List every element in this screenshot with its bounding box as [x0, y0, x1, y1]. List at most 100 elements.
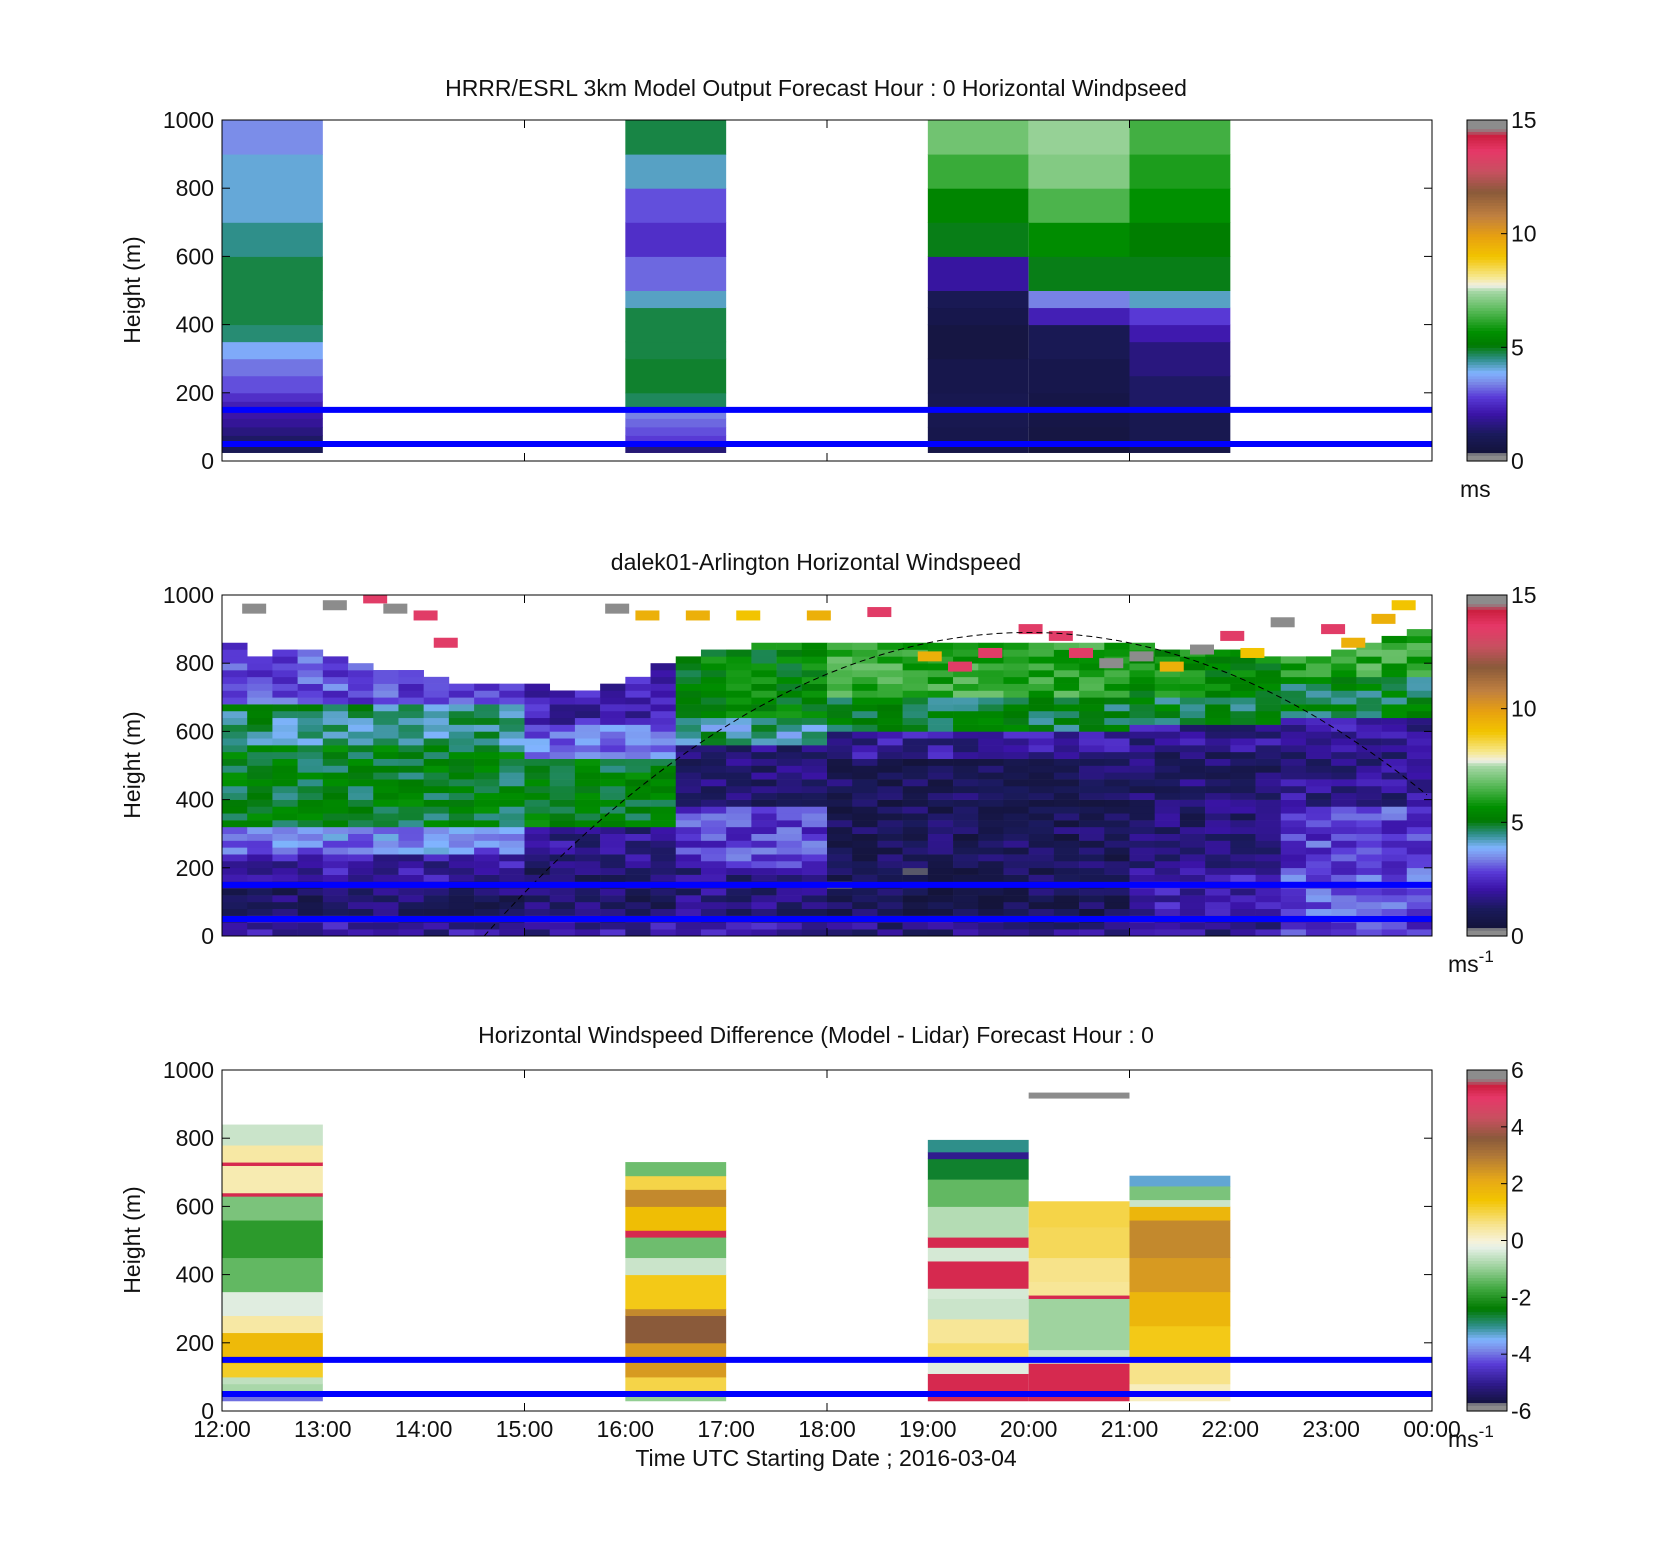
heatmap-cell — [1255, 704, 1282, 712]
heatmap-cell — [902, 670, 929, 678]
heatmap-cell — [222, 1257, 323, 1293]
heatmap-cell — [524, 922, 551, 930]
y-tick-label: 0 — [201, 448, 214, 474]
heatmap-cell — [978, 683, 1004, 691]
heatmap-cell — [1406, 779, 1432, 787]
heatmap-cell — [1331, 867, 1357, 875]
colorbar-swatch — [1467, 603, 1507, 607]
heatmap-cell — [499, 929, 525, 936]
heatmap-cell — [322, 697, 349, 705]
heatmap-cell — [1331, 751, 1357, 759]
heatmap-cell — [1129, 867, 1156, 875]
heatmap-cell — [1356, 860, 1382, 869]
heatmap-cell — [1205, 826, 1231, 834]
heatmap-cell — [776, 738, 803, 746]
heatmap-cell — [801, 888, 828, 896]
heatmap-cell — [574, 799, 601, 807]
heatmap-cell — [1104, 717, 1130, 725]
heatmap-cell — [1028, 1201, 1130, 1228]
heatmap-cell — [1053, 670, 1080, 678]
heatmap-cell — [1255, 758, 1282, 766]
heatmap-cell — [902, 820, 929, 828]
colorbar-swatch — [1467, 771, 1507, 775]
heatmap-cell — [322, 717, 349, 725]
heatmap-cell — [726, 683, 752, 691]
heatmap-cell — [1053, 690, 1080, 698]
heatmap-cell — [1305, 806, 1332, 814]
heatmap-cell — [877, 642, 903, 650]
heatmap-cell — [499, 765, 525, 773]
heatmap-cell — [1406, 738, 1432, 746]
heatmap-cell — [474, 751, 500, 759]
heatmap-cell — [902, 738, 929, 746]
heatmap-cell — [474, 833, 500, 841]
heatmap-cell — [1280, 663, 1307, 671]
heatmap-cell — [751, 710, 777, 719]
colorbar-swatch — [1467, 250, 1507, 255]
colorbar-swatch — [1467, 1368, 1507, 1372]
colorbar-swatch — [1467, 714, 1507, 718]
heatmap-cell — [1104, 724, 1130, 732]
heatmap-cell — [1255, 826, 1282, 834]
heatmap-cell — [272, 785, 298, 794]
colorbar-swatch — [1467, 893, 1507, 897]
heatmap-cell — [574, 697, 601, 705]
heatmap-cell — [297, 649, 324, 657]
heatmap-cell — [1280, 806, 1307, 814]
colorbar-swatch — [1467, 1135, 1507, 1139]
heatmap-cell — [1356, 670, 1382, 678]
heatmap-cell — [852, 922, 878, 930]
colorbar-swatch — [1467, 1217, 1507, 1222]
heatmap-cell — [297, 860, 324, 869]
heatmap-cell — [474, 799, 500, 807]
heatmap-cell — [726, 772, 752, 780]
heatmap-cell — [1154, 806, 1181, 814]
colorbar-swatch — [1467, 702, 1507, 707]
heatmap-cell — [927, 751, 954, 759]
heatmap-cell — [751, 908, 777, 916]
heatmap-cell — [827, 656, 853, 664]
heatmap-cell — [978, 874, 1004, 882]
heatmap-cell — [927, 1151, 1029, 1160]
heatmap-cell — [902, 704, 929, 712]
heatmap-cell — [1331, 847, 1357, 855]
panel-difference: Horizontal Windspeed Difference (Model -… — [119, 1022, 1532, 1452]
heatmap-cell — [1028, 1257, 1130, 1282]
heatmap-cell — [574, 745, 601, 753]
heatmap-cell — [1179, 867, 1206, 875]
heatmap-cell — [751, 745, 777, 753]
heatmap-cell — [574, 785, 601, 794]
heatmap-cell — [806, 610, 831, 621]
heatmap-cell — [625, 799, 651, 807]
heatmap-cell — [852, 649, 878, 657]
heatmap-cell — [1053, 813, 1080, 821]
heatmap-cell — [222, 704, 248, 712]
heatmap-cell — [272, 792, 298, 800]
heatmap-cell — [373, 676, 399, 684]
heatmap-cell — [1129, 765, 1156, 773]
heatmap-cell — [1255, 785, 1282, 794]
colorbar-swatch — [1467, 1186, 1507, 1190]
heatmap-cell — [625, 929, 651, 936]
colorbar-swatch — [1467, 1104, 1507, 1108]
heatmap-cell — [852, 860, 878, 869]
heatmap-cell — [827, 717, 853, 725]
heatmap-cell — [1230, 826, 1256, 834]
heatmap-cell — [1028, 860, 1055, 869]
heatmap-cell — [499, 710, 525, 719]
heatmap-cell — [1129, 799, 1156, 807]
y-tick-label: 600 — [176, 718, 214, 744]
heatmap-cell — [953, 683, 979, 691]
heatmap-cell — [675, 840, 702, 848]
heatmap-cell — [1003, 670, 1029, 678]
x-tick-label: 13:00 — [294, 1416, 352, 1442]
colorbar-tick-label: 2 — [1511, 1171, 1524, 1197]
heatmap-cell — [1356, 854, 1382, 862]
heatmap-cell — [751, 670, 777, 678]
heatmap-cell — [1406, 642, 1432, 650]
heatmap-cell — [700, 663, 727, 671]
heatmap-cell — [1406, 670, 1432, 678]
heatmap-cell — [1406, 731, 1432, 739]
